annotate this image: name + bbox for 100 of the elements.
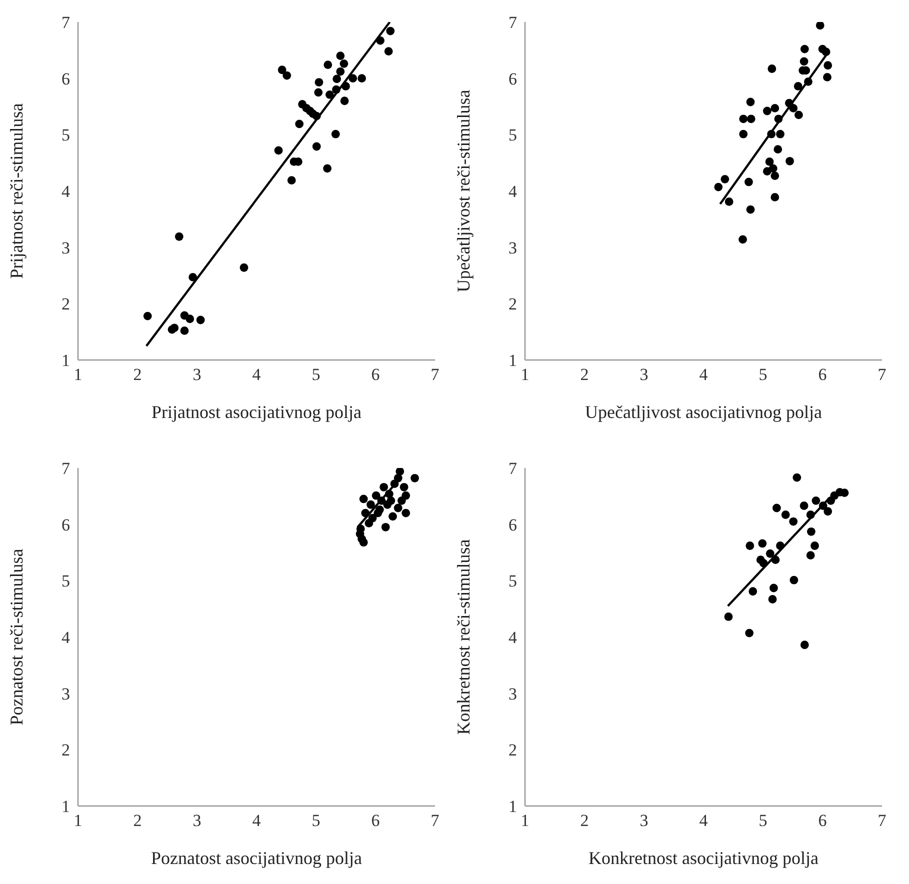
point [794,110,803,120]
point [359,538,368,547]
point [336,67,345,76]
point [738,235,747,244]
y-tick-label: 7 [62,13,70,32]
y-axis-title: Konkretnost reči-stimulusa [453,539,474,735]
point [397,496,406,505]
y-tick-label: 3 [508,684,517,704]
point [806,527,816,536]
y-tick-label: 7 [62,459,70,478]
point [143,312,152,320]
point [174,232,184,241]
y-tick-label: 6 [508,515,517,534]
y-tick-label: 6 [62,69,70,88]
x-axis-title: Prijatnost asocijativnog polja [152,402,362,422]
y-tick-label: 1 [508,797,517,816]
y-tick-label: 5 [508,126,517,145]
point [770,584,778,592]
y-tick-label: 6 [62,515,70,534]
y-tick-label: 1 [62,797,70,816]
point [400,482,408,492]
x-axis-title: Poznatost asocijativnog polja [151,848,362,868]
point [359,494,368,504]
point [402,508,410,518]
point [772,504,781,512]
point [800,44,809,54]
point [410,474,419,482]
y-axis-title: Prijatnost reči-stimulusa [6,103,26,279]
point [314,78,324,86]
point [372,491,380,500]
point [768,164,778,173]
point [295,120,304,128]
y-tick-label: 2 [62,294,70,314]
point [762,106,772,116]
x-tick-label: 1 [520,365,530,384]
x-tick-label: 4 [252,811,262,830]
y-tick-label: 4 [62,182,70,202]
point [282,71,292,80]
point [196,316,205,324]
point [739,114,748,124]
point [332,74,342,84]
point [375,505,384,514]
x-tick-label: 6 [371,811,380,830]
x-tick-label: 6 [371,365,380,384]
x-tick-label: 3 [192,365,202,384]
point [758,539,767,548]
x-tick-label: 7 [430,365,440,384]
x-tick-label: 3 [640,365,648,384]
point [180,326,189,335]
point [770,172,780,180]
x-tick-label: 3 [192,811,202,830]
point [768,64,776,73]
point [188,272,198,282]
point [724,198,734,206]
point [384,47,393,56]
point [336,52,345,60]
point [774,145,782,154]
y-tick-label: 3 [62,684,70,704]
point [386,496,396,505]
point [312,142,321,151]
point [746,114,756,124]
point [287,176,296,184]
point [714,182,723,192]
point [278,66,286,74]
x-tick-label: 5 [312,811,320,830]
x-tick-label: 5 [312,365,320,384]
point [358,74,366,83]
point [823,73,832,82]
y-tick-label: 2 [508,294,517,314]
point [789,517,798,526]
y-tick-label: 1 [508,351,517,370]
point [381,522,390,532]
point [816,22,824,30]
point [744,178,753,186]
point [366,500,375,509]
point [770,104,780,112]
point [745,628,754,638]
y-tick-label: 2 [508,740,517,760]
point [396,468,404,476]
point [380,482,388,492]
point [274,146,283,155]
point [800,640,809,650]
y-tick-label: 6 [508,69,517,88]
y-tick-label: 3 [62,238,70,258]
point [240,263,248,272]
y-axis-title: Poznatost reči-stimulusa [6,548,26,726]
x-tick-label: 2 [580,365,589,384]
x-tick-label: 7 [430,811,440,830]
point [789,104,798,112]
x-tick-label: 3 [640,811,648,830]
point [824,61,832,70]
point [746,205,755,214]
point [765,158,774,166]
y-tick-label: 7 [508,13,518,32]
x-tick-label: 2 [133,811,142,830]
x-tick-label: 7 [878,365,887,384]
point [746,98,755,106]
point [340,96,349,106]
x-tick-label: 1 [74,365,82,384]
point [314,88,323,97]
